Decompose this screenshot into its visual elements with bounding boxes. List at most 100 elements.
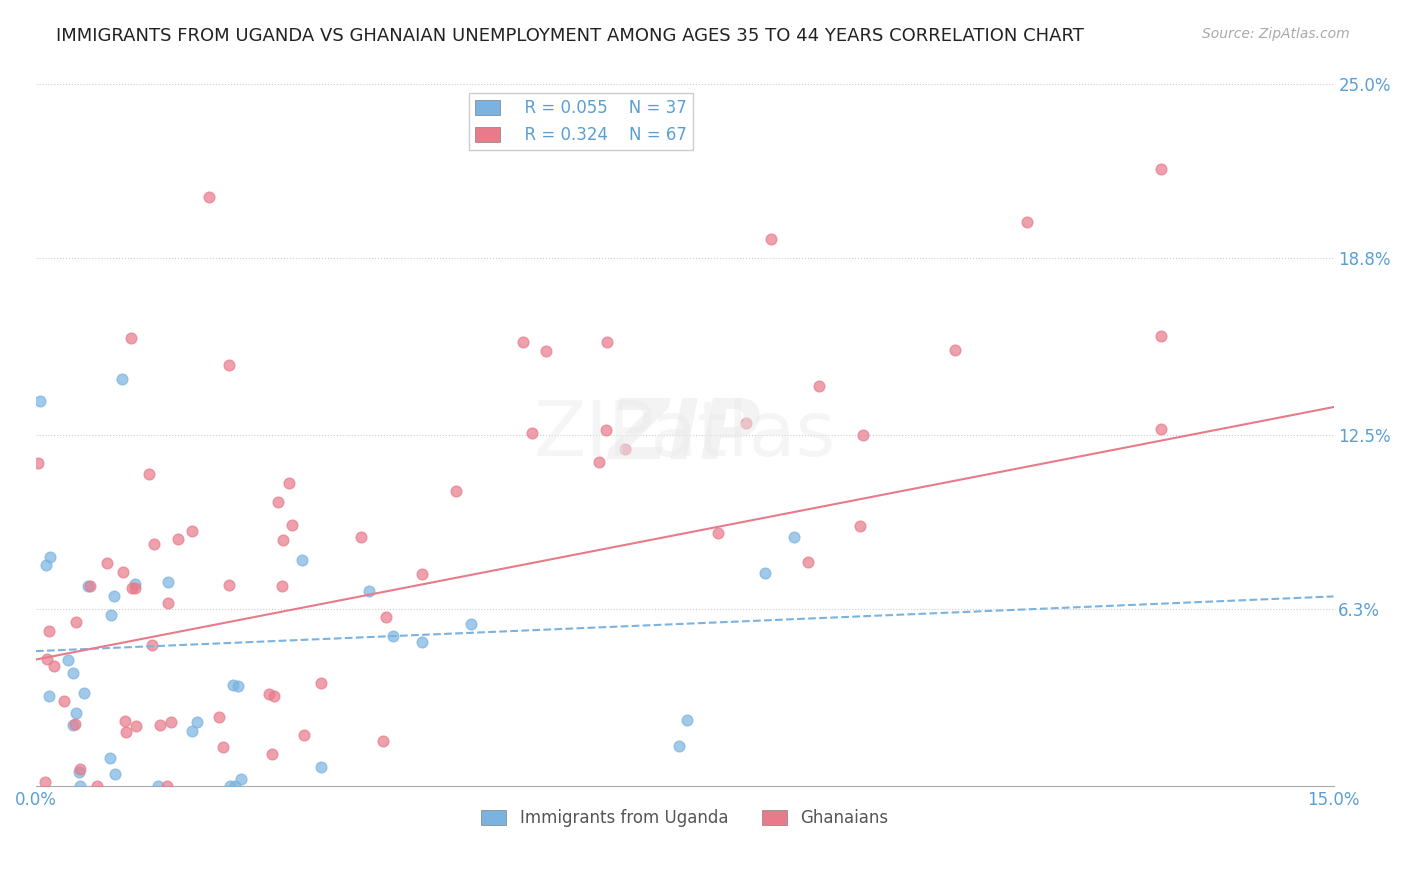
Point xyxy=(35,652,58,666)
Point xyxy=(797,555,820,569)
Point xyxy=(357,584,380,599)
Point xyxy=(121,582,143,596)
Point xyxy=(266,495,288,509)
Text: ZIPatlas: ZIPatlas xyxy=(533,398,837,472)
Point xyxy=(218,578,240,592)
Point xyxy=(260,747,283,762)
Text: ZIP: ZIP xyxy=(609,394,761,475)
Point xyxy=(849,518,872,533)
Point xyxy=(754,566,776,581)
Point xyxy=(79,579,101,593)
Text: Source: ZipAtlas.com: Source: ZipAtlas.com xyxy=(1202,27,1350,41)
Point xyxy=(52,694,75,708)
Point xyxy=(148,779,170,793)
Point xyxy=(512,334,534,349)
Point xyxy=(114,725,136,739)
Point xyxy=(229,772,252,787)
Point xyxy=(309,676,332,690)
Point xyxy=(156,575,179,590)
Point xyxy=(62,718,84,732)
Point xyxy=(138,467,160,481)
Point xyxy=(411,566,433,581)
Point xyxy=(67,764,90,779)
Point xyxy=(125,718,148,732)
Point xyxy=(38,624,60,638)
Point xyxy=(851,428,873,442)
Point xyxy=(44,659,66,673)
Point xyxy=(520,425,543,440)
Point xyxy=(155,779,177,793)
Point xyxy=(100,751,122,765)
Point xyxy=(734,416,756,430)
Point xyxy=(676,713,699,727)
Point xyxy=(160,714,183,729)
Point xyxy=(181,524,204,538)
Point xyxy=(149,718,172,732)
Point xyxy=(782,530,804,544)
Point xyxy=(761,232,783,246)
Point xyxy=(373,734,395,748)
Point xyxy=(668,739,690,753)
Point xyxy=(588,455,610,469)
Point xyxy=(382,628,405,642)
Point xyxy=(411,635,433,649)
Point xyxy=(218,358,240,372)
Point xyxy=(124,577,146,591)
Point xyxy=(35,558,58,573)
Point xyxy=(1015,215,1038,229)
Point xyxy=(1149,329,1171,343)
Point xyxy=(186,715,208,730)
Point xyxy=(1149,161,1171,176)
Point xyxy=(309,760,332,774)
Point xyxy=(208,710,231,724)
Point xyxy=(76,579,98,593)
Point xyxy=(375,609,398,624)
Point xyxy=(65,706,87,720)
Point xyxy=(198,189,221,203)
Point xyxy=(86,779,108,793)
Point xyxy=(58,652,80,666)
Point xyxy=(120,330,142,344)
Point xyxy=(69,779,91,793)
Point xyxy=(114,714,136,728)
Point xyxy=(27,457,49,471)
Point xyxy=(34,774,56,789)
Point xyxy=(111,372,134,386)
Point xyxy=(263,690,285,704)
Point xyxy=(181,723,204,738)
Point xyxy=(167,532,190,546)
Point xyxy=(614,442,637,457)
Point xyxy=(596,334,619,349)
Point xyxy=(157,595,180,609)
Point xyxy=(62,666,84,681)
Point xyxy=(281,517,304,532)
Point xyxy=(65,717,87,731)
Point xyxy=(30,393,52,408)
Point xyxy=(103,766,125,780)
Point xyxy=(143,537,166,551)
Point xyxy=(96,556,118,570)
Point xyxy=(271,533,294,548)
Point xyxy=(595,423,617,437)
Point xyxy=(111,565,134,579)
Point xyxy=(224,779,246,793)
Point xyxy=(534,343,557,358)
Point xyxy=(350,530,373,544)
Point xyxy=(124,581,146,595)
Point xyxy=(943,343,966,358)
Point xyxy=(292,728,315,742)
Point xyxy=(39,550,62,565)
Point xyxy=(219,779,242,793)
Point xyxy=(65,615,87,629)
Point xyxy=(73,686,96,700)
Point xyxy=(291,552,314,566)
Point xyxy=(141,638,163,652)
Point xyxy=(100,607,122,622)
Point xyxy=(808,379,831,393)
Point xyxy=(69,762,91,776)
Point xyxy=(460,617,482,632)
Point xyxy=(222,677,245,691)
Point xyxy=(226,679,249,693)
Point xyxy=(444,483,467,498)
Legend: Immigrants from Uganda, Ghanaians: Immigrants from Uganda, Ghanaians xyxy=(475,802,894,833)
